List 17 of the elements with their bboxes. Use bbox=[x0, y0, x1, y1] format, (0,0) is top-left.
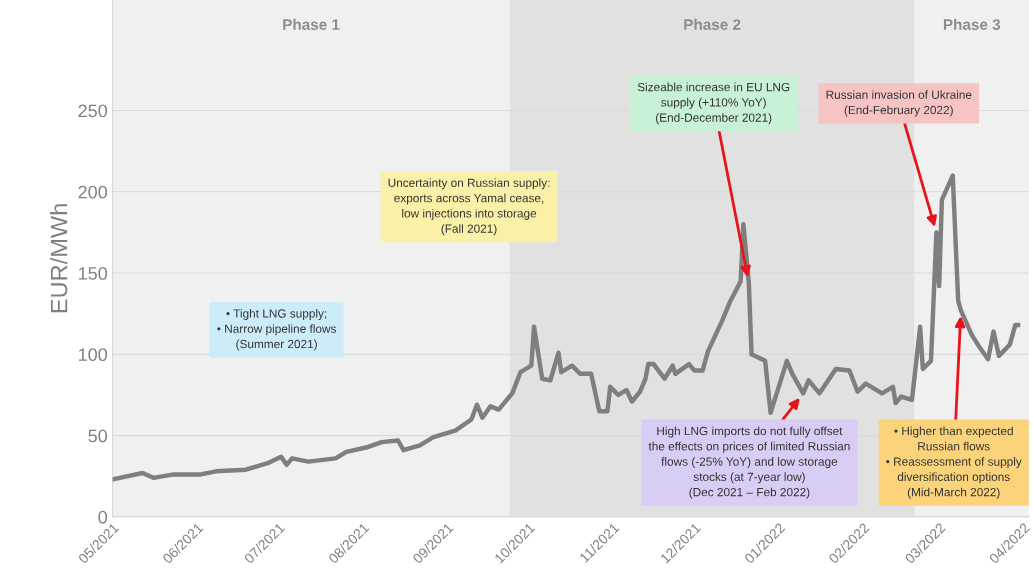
annotation: • Tight LNG supply; • Narrow pipeline flows (Summer 2021) bbox=[217, 308, 336, 351]
y-tick-label: 150 bbox=[78, 266, 108, 280]
annotation: Russian invasion of Ukraine (End-February 2022) bbox=[826, 90, 972, 117]
y-tick-label: 250 bbox=[78, 104, 108, 118]
annotation: Sizeable increase in EU LNG supply (+110% YoY) (End-December 2021) bbox=[637, 82, 790, 125]
annotation: High LNG imports do not fully offset the effects on prices of limited Russian flows (-25% YoY) and low storage stocks (at 7-year low) (Dec 2021 – Feb 2022) bbox=[648, 426, 850, 499]
annotation: • Higher than expected Russian flows • Reassessment of supply diversification options (Mid-March 2022) bbox=[886, 426, 1022, 499]
y-tick-label: 100 bbox=[78, 348, 108, 362]
y-tick-label: 0 bbox=[98, 510, 108, 524]
band-label: Phase 3 bbox=[943, 18, 1001, 30]
y-tick-label: 50 bbox=[88, 429, 108, 443]
line-series bbox=[112, 173, 1021, 482]
annotation: Uncertainty on Russian supply: exports across Yamal cease, low injections into storage (Fall 2021) bbox=[388, 178, 550, 236]
band-label: Phase 1 bbox=[283, 18, 340, 30]
y-tick-label: 200 bbox=[78, 185, 108, 199]
band-label: Phase 2 bbox=[684, 18, 741, 30]
y-axis-title: EUR/MWh bbox=[50, 204, 68, 313]
